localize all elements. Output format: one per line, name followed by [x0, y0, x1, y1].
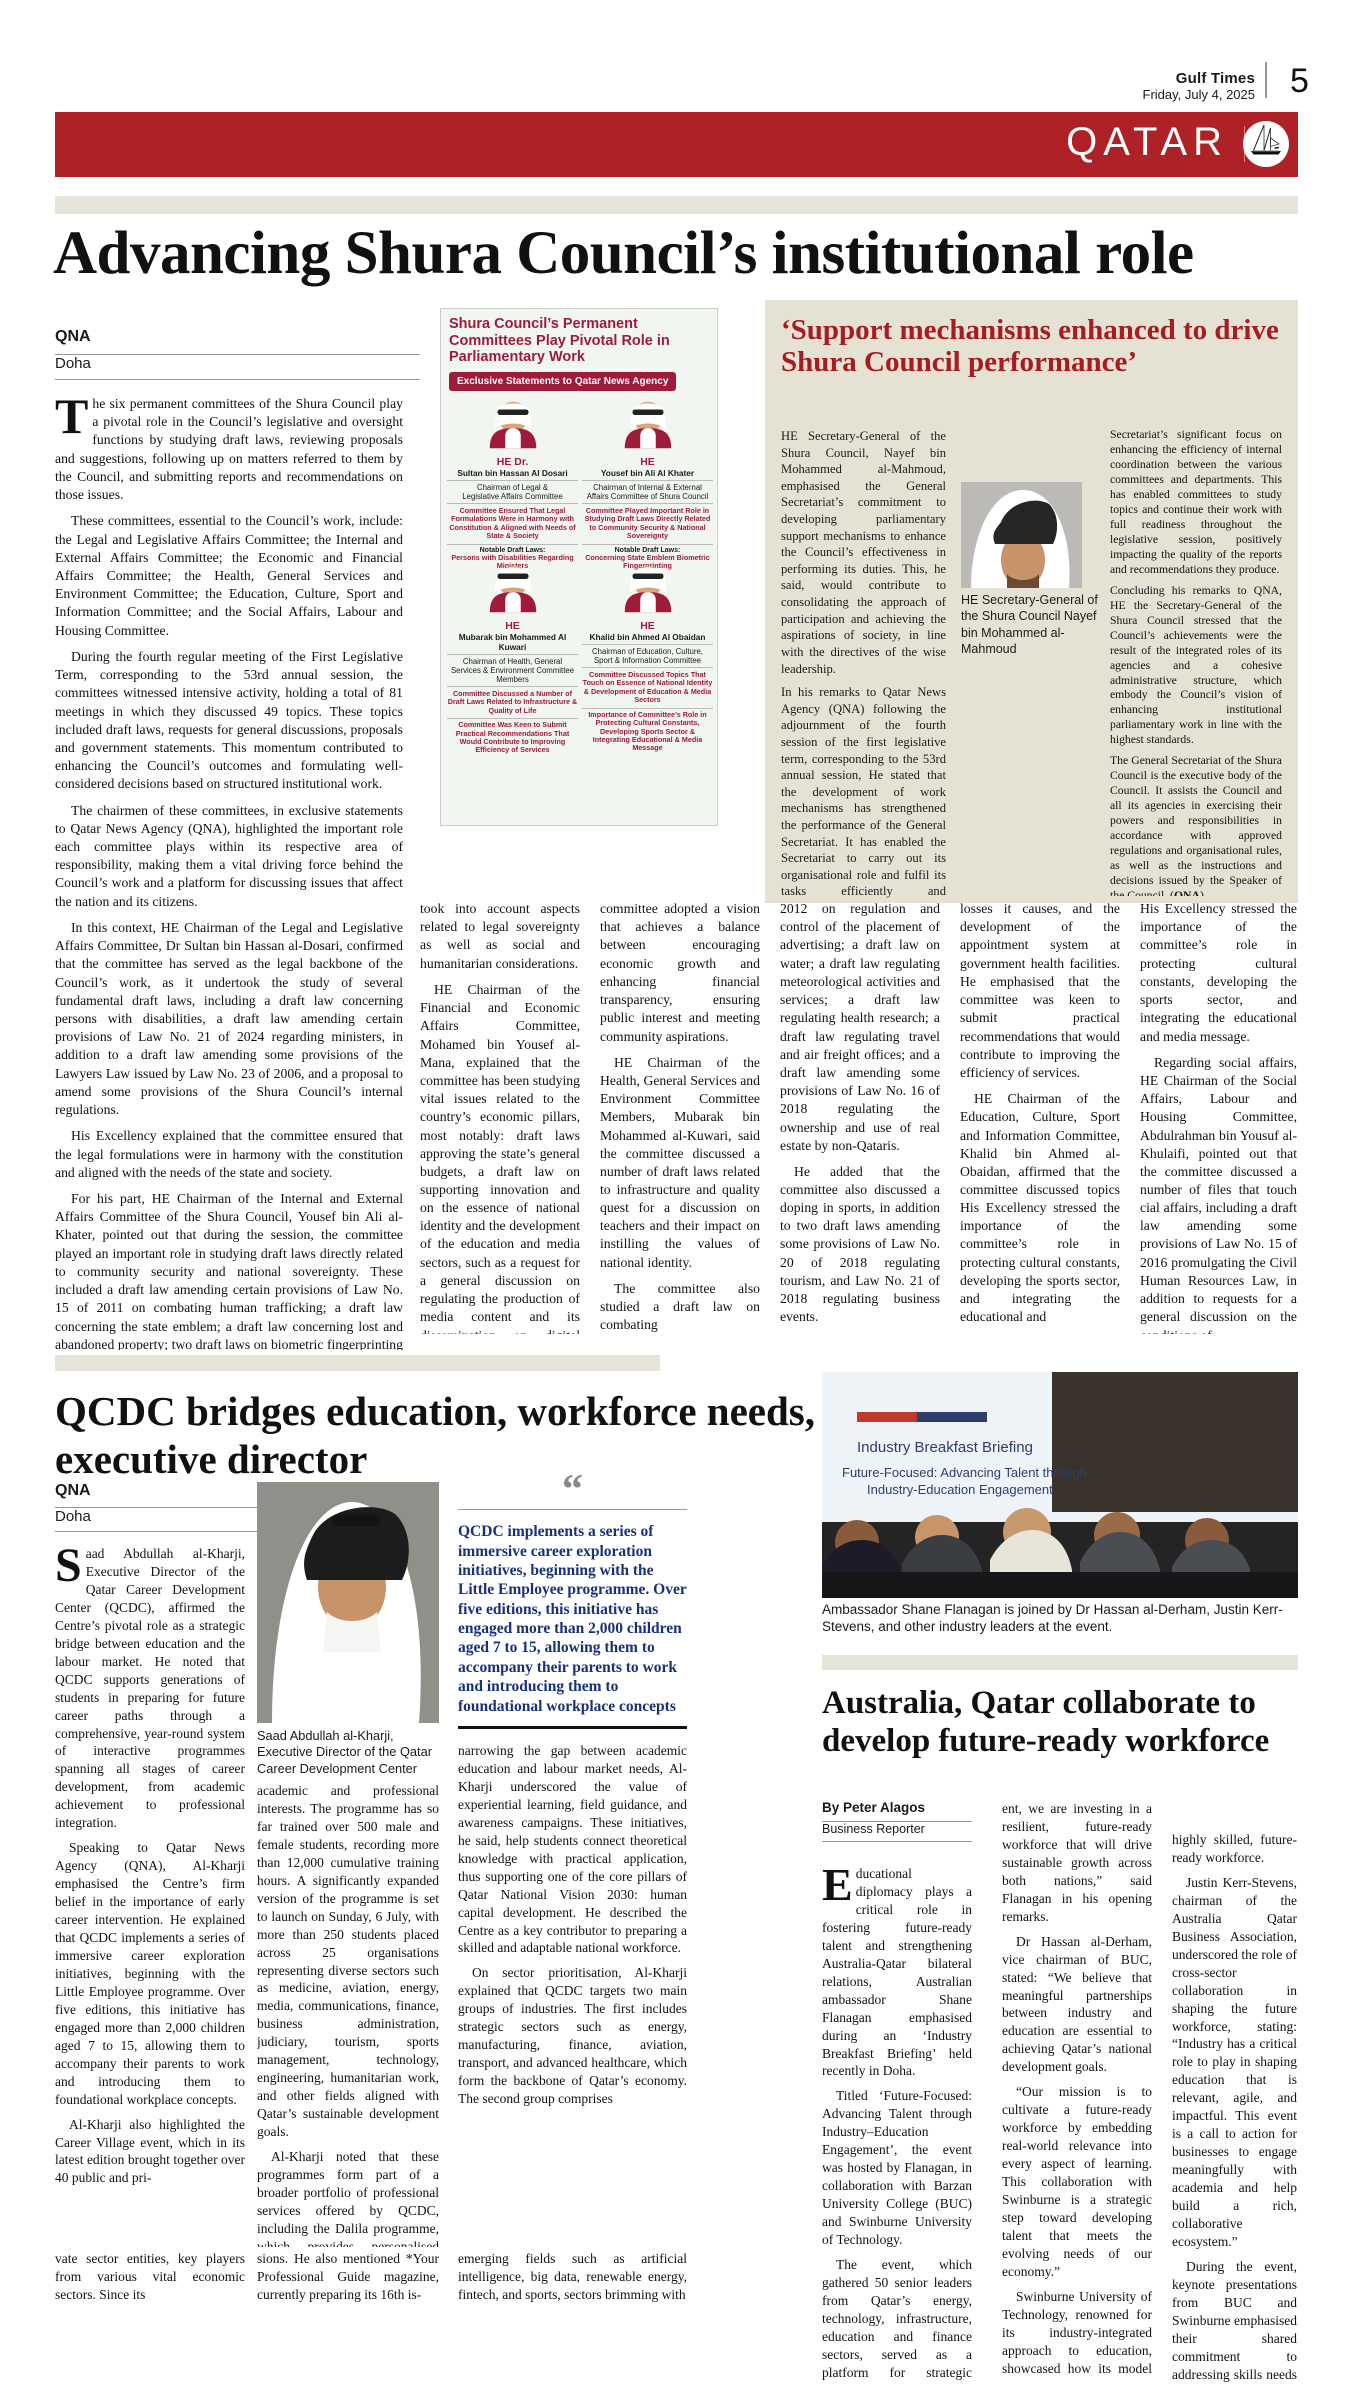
svg-text:Future-Focused: Advancing Tale: Future-Focused: Advancing Talent through — [842, 1465, 1087, 1480]
svg-text:Industry-Education Engagement: Industry-Education Engagement — [867, 1482, 1053, 1497]
svg-text:Industry Breakfast Briefing: Industry Breakfast Briefing — [857, 1439, 1033, 1456]
